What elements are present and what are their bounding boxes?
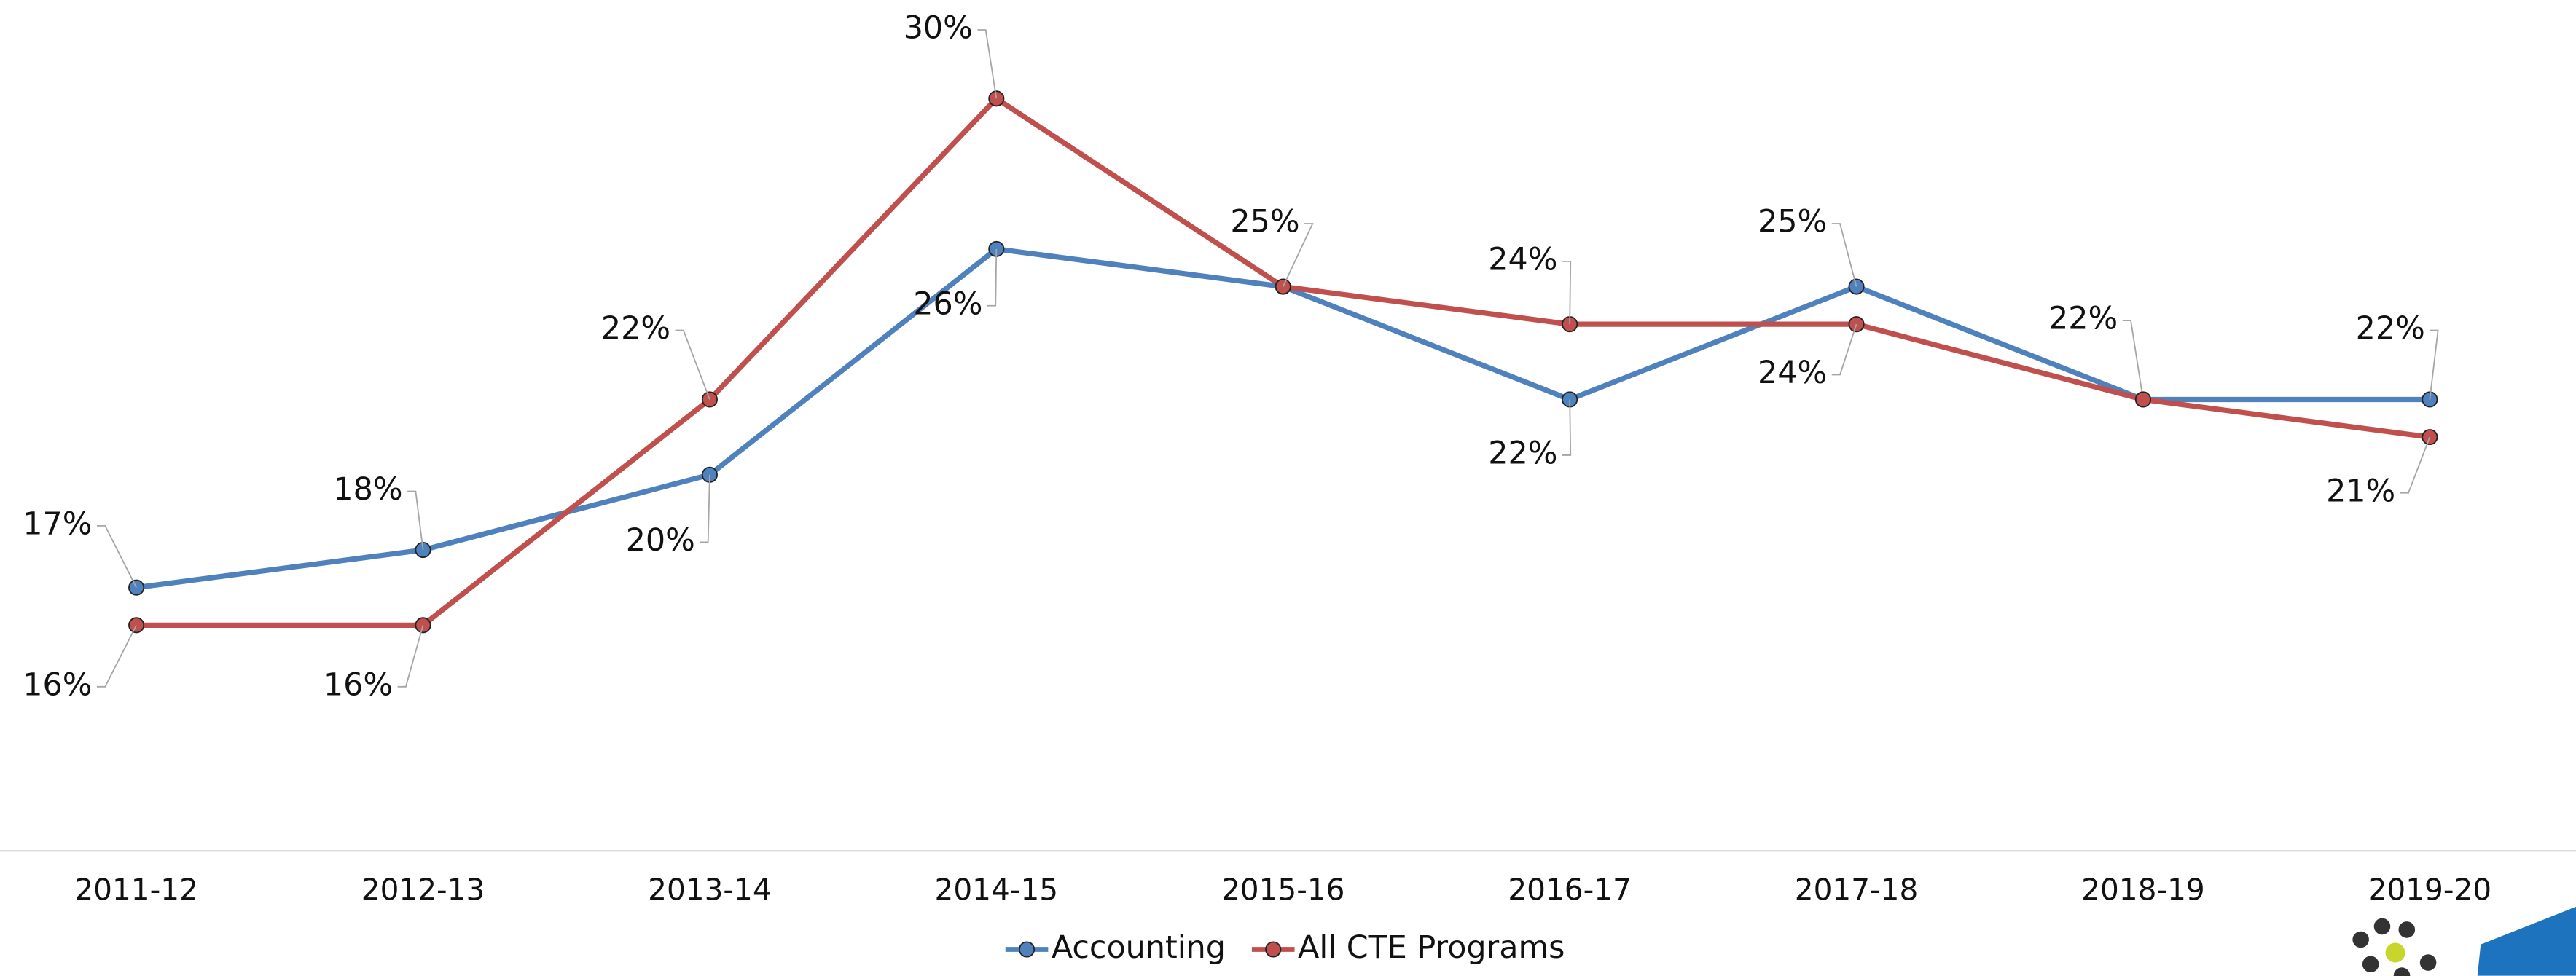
data-label: 22%: [2356, 310, 2425, 347]
leader-line: [97, 624, 137, 688]
point: [128, 579, 145, 596]
data-label: 22%: [1488, 435, 1557, 471]
leader-line: [1282, 223, 1314, 287]
legend-swatch: [1018, 941, 1036, 958]
leader-line: [397, 625, 424, 688]
data-label: 26%: [913, 286, 982, 322]
point: [2134, 391, 2151, 408]
data-label: 17%: [23, 505, 92, 542]
data-label: 20%: [626, 522, 695, 559]
x-tick-label: 2012-13: [361, 873, 485, 908]
leader-line: [700, 474, 710, 543]
data-label: 16%: [23, 666, 92, 703]
data-label: 18%: [333, 471, 402, 508]
series-line: [136, 95, 2430, 628]
leader-line: [675, 329, 710, 400]
data-label: 30%: [904, 10, 973, 47]
data-label: 22%: [601, 310, 670, 347]
x-tick-label: 2011-12: [74, 873, 198, 908]
data-label: 22%: [2048, 301, 2118, 337]
data-label: 16%: [324, 666, 393, 703]
data-label: 21%: [2326, 473, 2395, 509]
x-tick-label: 2016-17: [1508, 873, 1632, 908]
legend-label: All CTE Programs: [1298, 929, 1565, 966]
leader-line: [407, 490, 424, 551]
data-label: 25%: [1758, 204, 1827, 240]
leader-line: [97, 524, 137, 589]
leader-line: [1831, 323, 1857, 376]
x-tick-label: 2017-18: [1795, 873, 1919, 908]
x-tick-label: 2014-15: [935, 873, 1059, 908]
x-tick-label: 2015-16: [1221, 873, 1345, 908]
logo: [2352, 906, 2576, 976]
x-tick-label: 2013-14: [648, 873, 772, 908]
leader-line: [987, 248, 998, 307]
leader-line: [1831, 223, 1857, 287]
leader-line: [1562, 399, 1572, 456]
leader-line: [2429, 329, 2439, 400]
leader-line: [1562, 260, 1572, 325]
legend-swatch: [1265, 941, 1282, 958]
leader-line: [977, 29, 998, 99]
point: [128, 617, 145, 634]
x-tick-label: 2018-19: [2081, 873, 2205, 908]
x-tick-label: 2019-20: [2368, 873, 2492, 908]
data-label: 24%: [1758, 355, 1827, 391]
legend-label: Accounting: [1052, 929, 1226, 966]
leader-line: [2400, 436, 2431, 494]
leader-line: [2122, 320, 2144, 400]
data-label: 24%: [1488, 241, 1557, 278]
data-label: 25%: [1230, 204, 1299, 240]
